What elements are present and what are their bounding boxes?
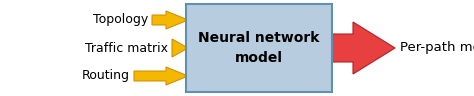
Text: Neural network
model: Neural network model	[198, 31, 319, 65]
FancyBboxPatch shape	[186, 4, 332, 92]
Text: Topology: Topology	[93, 14, 148, 26]
Text: Per-path mean delay: Per-path mean delay	[400, 41, 474, 55]
Polygon shape	[330, 22, 395, 74]
Text: Traffic matrix: Traffic matrix	[85, 41, 168, 55]
Polygon shape	[152, 11, 188, 29]
Polygon shape	[134, 67, 188, 85]
Polygon shape	[172, 39, 188, 57]
Text: Routing: Routing	[82, 70, 130, 82]
